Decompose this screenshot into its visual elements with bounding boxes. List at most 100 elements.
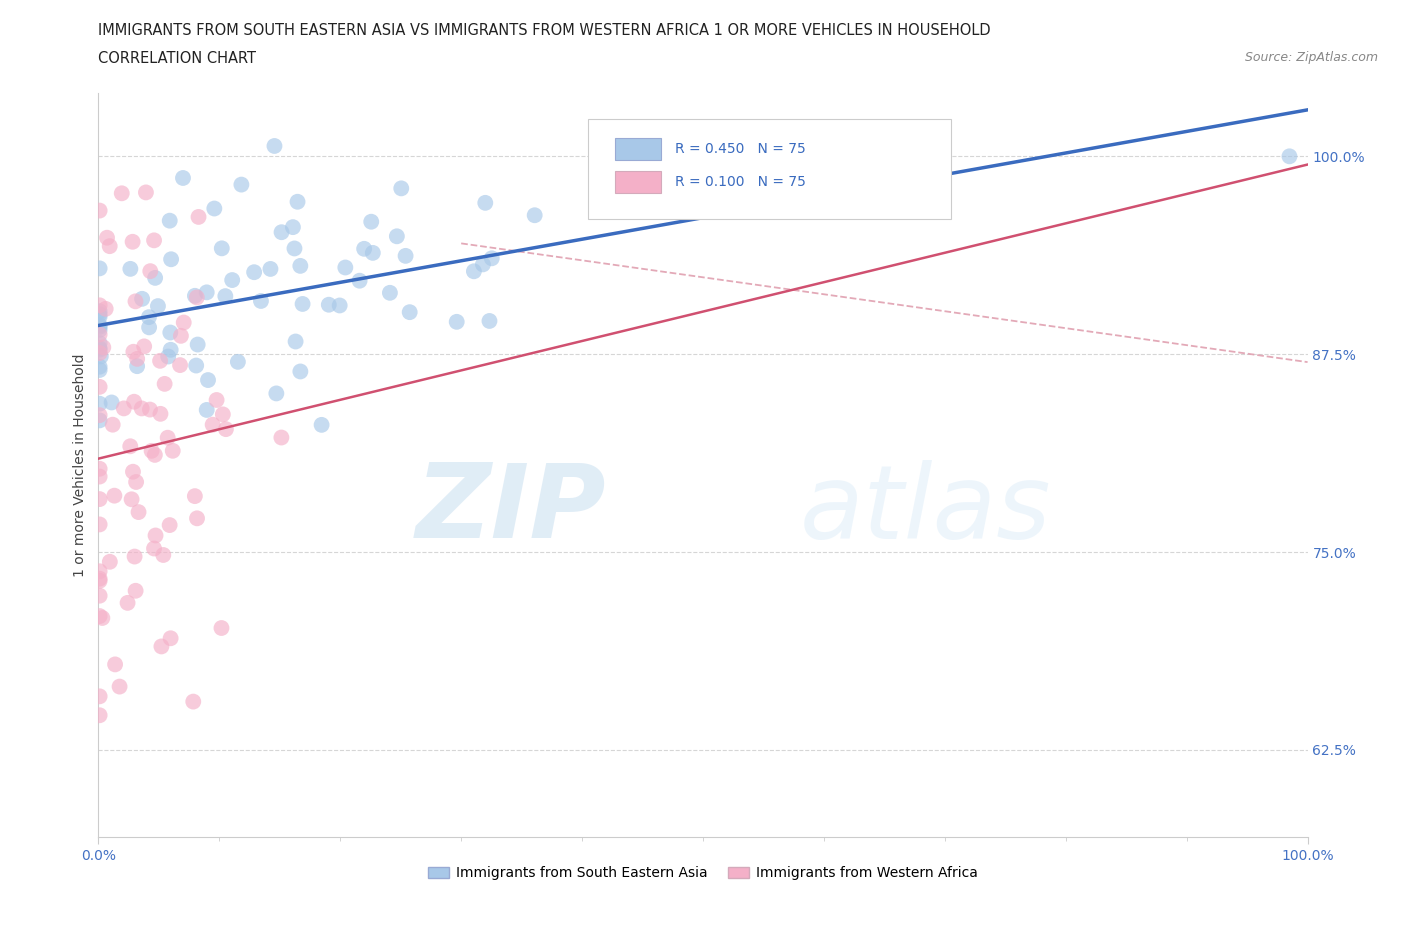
Text: R = 0.100   N = 75: R = 0.100 N = 75 [675,175,806,190]
Point [281,219,304,234]
Point [89,413,111,428]
Point [96,231,118,246]
Point [128,505,150,520]
Point [471,257,494,272]
Point [89,608,111,623]
Y-axis label: 1 or more Vehicles in Household: 1 or more Vehicles in Household [73,353,87,577]
Point [1278,149,1301,164]
Point [89,469,111,484]
Point [139,402,162,417]
Point [89,298,111,312]
Point [335,260,357,275]
Text: IMMIGRANTS FROM SOUTH EASTERN ASIA VS IMMIGRANTS FROM WESTERN AFRICA 1 OR MORE V: IMMIGRANTS FROM SOUTH EASTERN ASIA VS IM… [98,23,991,38]
Point [89,379,111,394]
Point [89,407,111,422]
Point [360,214,382,229]
Point [259,261,281,276]
Point [91,340,114,355]
Point [125,474,148,489]
Point [111,186,134,201]
Point [349,273,371,288]
Point [89,346,111,361]
FancyBboxPatch shape [588,119,950,219]
Point [263,139,285,153]
Point [89,564,111,578]
Point [478,313,501,328]
Point [89,336,111,351]
Point [122,394,145,409]
Point [121,492,143,507]
Point [318,298,340,312]
Point [124,549,146,564]
Point [89,342,111,357]
Point [250,294,273,309]
Point [202,201,225,216]
Point [89,323,111,338]
Point [329,298,352,312]
Point [211,241,233,256]
Point [187,209,209,224]
Point [197,373,219,388]
Point [211,407,233,422]
Point [117,595,139,610]
Point [108,679,131,694]
Point [89,517,111,532]
Text: ZIP: ZIP [416,459,606,560]
Point [153,377,176,392]
Point [143,232,166,247]
Point [270,430,292,445]
Point [104,657,127,671]
Legend: Immigrants from South Eastern Asia, Immigrants from Western Africa: Immigrants from South Eastern Asia, Immi… [422,861,984,886]
Point [146,299,169,313]
Point [446,314,468,329]
Point [156,431,179,445]
Point [138,320,160,335]
Point [159,518,181,533]
Point [91,610,114,625]
Point [101,418,124,432]
Point [89,689,111,704]
Text: R = 0.450   N = 75: R = 0.450 N = 75 [675,141,806,156]
Point [127,359,149,374]
Point [89,359,111,374]
Point [139,264,162,279]
Point [112,401,135,416]
Point [159,326,181,340]
Point [127,352,149,366]
Text: CORRELATION CHART: CORRELATION CHART [98,51,256,66]
Point [135,185,157,200]
Point [173,315,195,330]
Point [361,246,384,260]
Point [170,328,193,343]
Point [385,229,408,244]
Point [481,251,503,266]
Bar [614,138,661,160]
Point [89,708,111,723]
Point [89,492,111,507]
Point [290,259,312,273]
Point [121,234,143,249]
Point [290,364,312,379]
Point [143,541,166,556]
Point [89,318,111,333]
Point [398,305,420,320]
Point [143,271,166,286]
Point [103,488,125,503]
Point [157,349,180,364]
Point [89,304,111,319]
Point [89,396,111,411]
Point [90,349,112,364]
Point [226,354,249,369]
Point [186,511,208,525]
Point [124,294,146,309]
Point [181,694,204,709]
Point [89,310,111,325]
Point [149,406,172,421]
Point [378,286,401,300]
Point [221,272,243,287]
Point [353,242,375,257]
Point [311,418,333,432]
Point [94,301,117,316]
Point [89,307,111,322]
Point [215,421,238,436]
